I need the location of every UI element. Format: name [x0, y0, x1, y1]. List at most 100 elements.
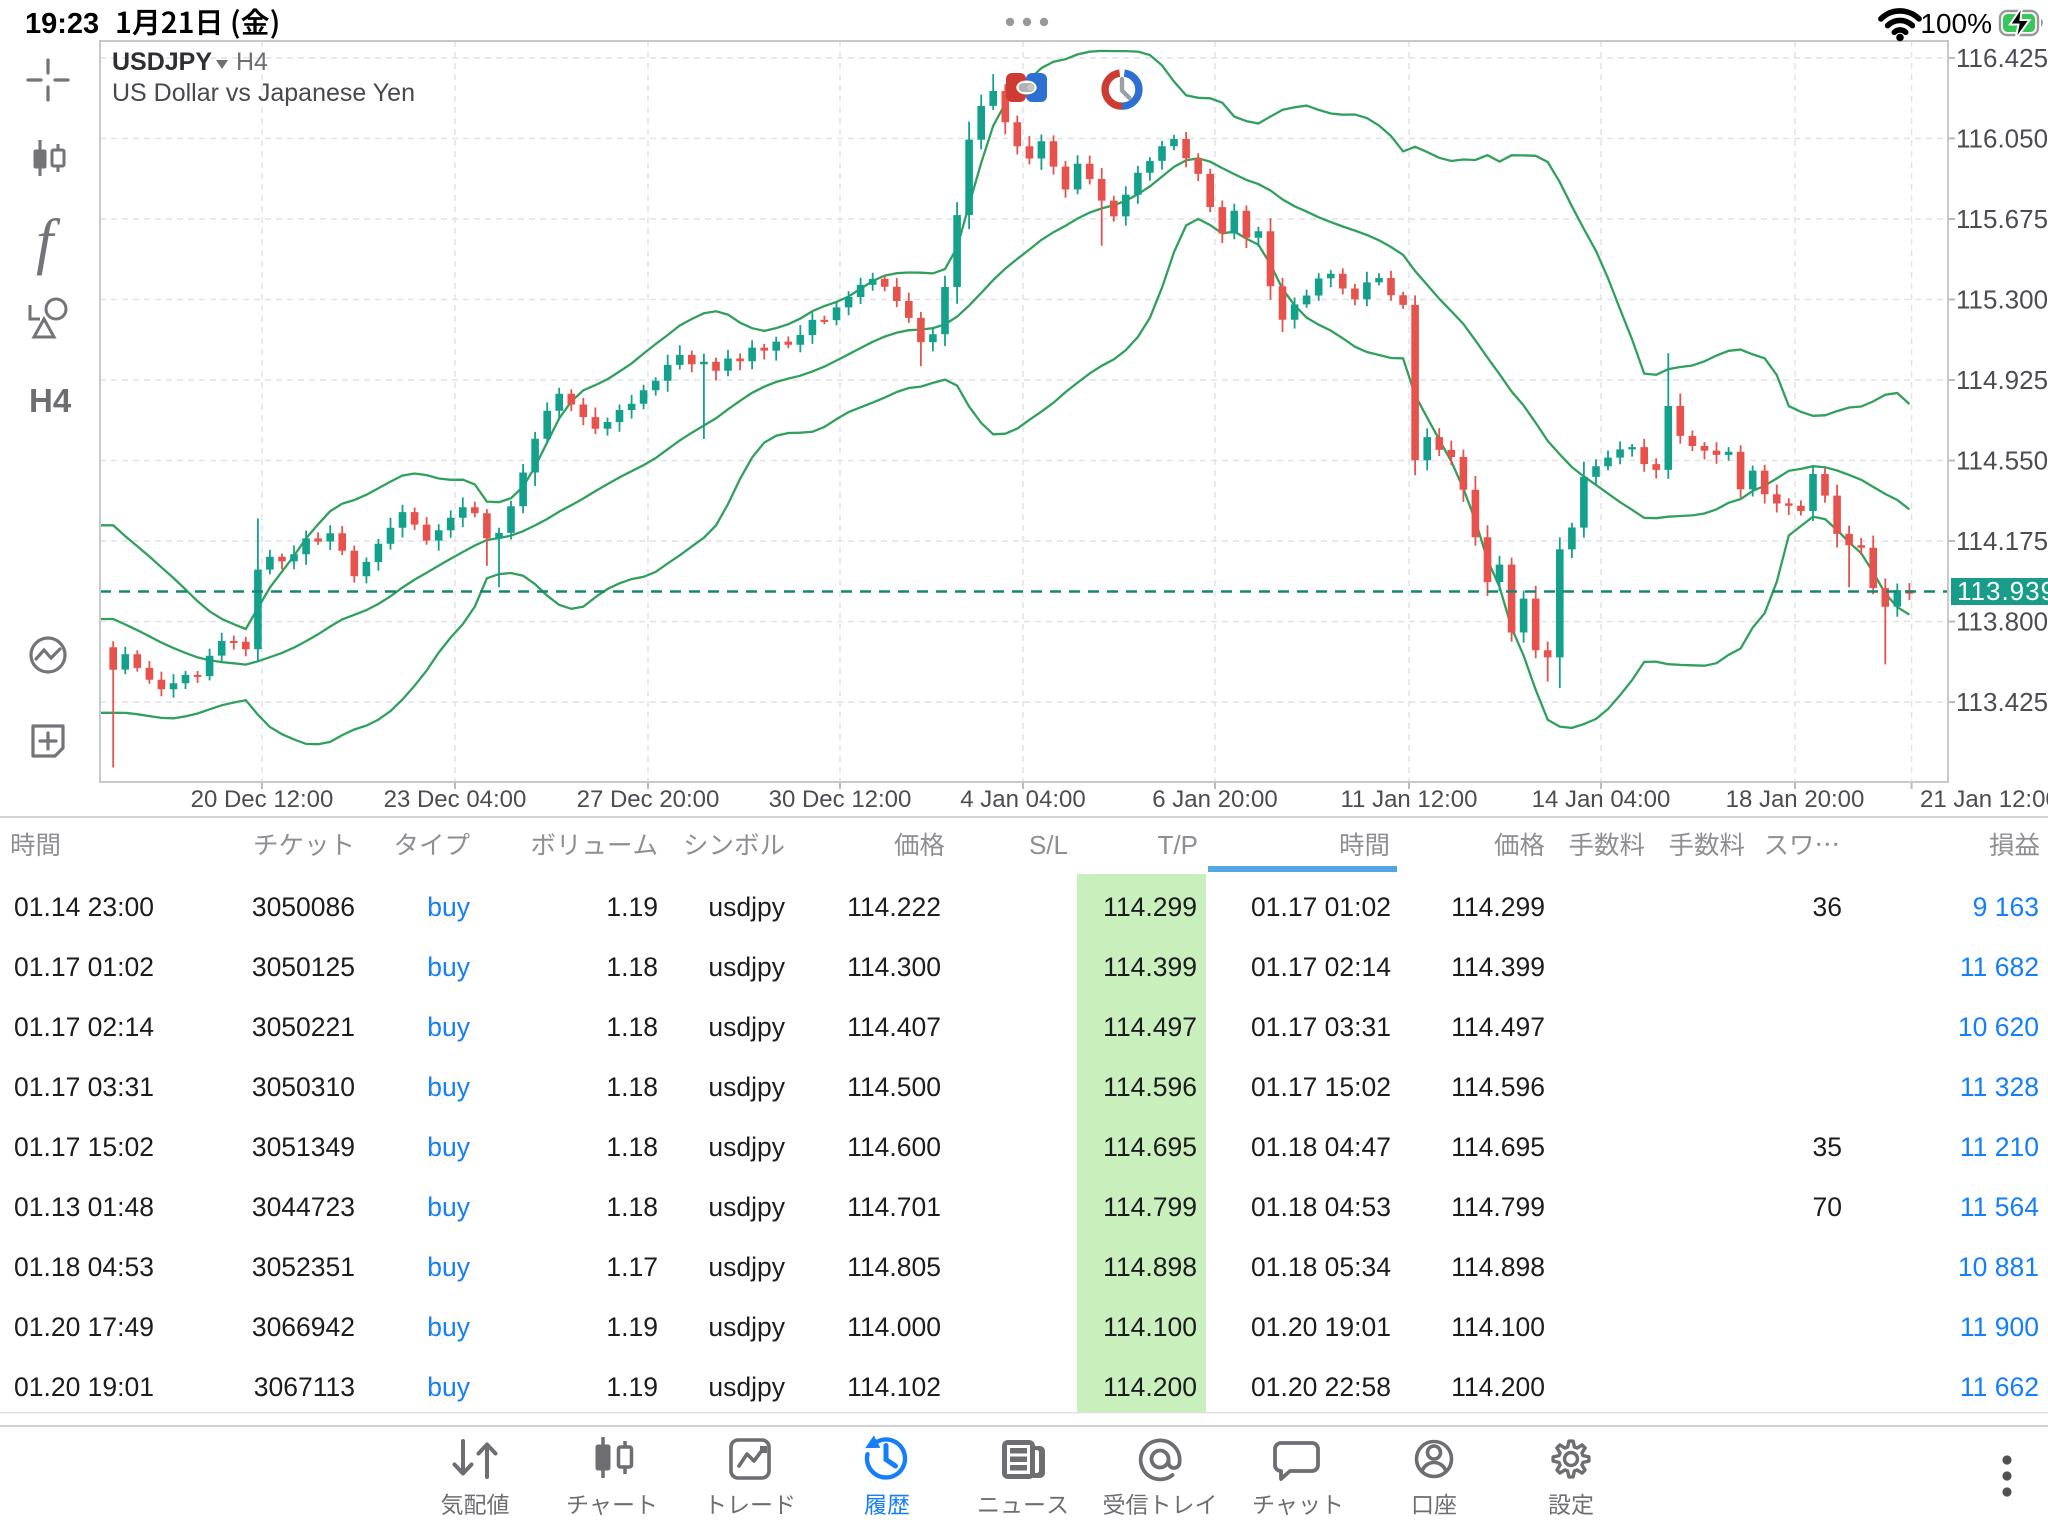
- svg-text:114.596: 114.596: [1103, 1072, 1197, 1102]
- svg-text:buy: buy: [427, 1372, 470, 1402]
- svg-text:114.497: 114.497: [1451, 1012, 1545, 1042]
- svg-text:114.100: 114.100: [1103, 1312, 1197, 1342]
- svg-text:21 Jan 12:00: 21 Jan 12:00: [1920, 786, 2048, 813]
- svg-text:01.13 01:48: 01.13 01:48: [14, 1192, 154, 1222]
- svg-text:01.14 23:00: 01.14 23:00: [14, 892, 154, 922]
- svg-text:3044723: 3044723: [252, 1192, 355, 1222]
- svg-text:27 Dec 20:00: 27 Dec 20:00: [577, 786, 720, 813]
- svg-text:114.898: 114.898: [1103, 1252, 1197, 1282]
- svg-text:114.200: 114.200: [1451, 1372, 1545, 1402]
- svg-text:23 Dec 04:00: 23 Dec 04:00: [384, 786, 527, 813]
- svg-text:114.175: 114.175: [1956, 526, 2048, 556]
- svg-text:H4: H4: [29, 382, 72, 419]
- svg-text:11 328: 11 328: [1960, 1072, 2039, 1102]
- svg-text:10 881: 10 881: [1958, 1252, 2039, 1282]
- svg-text:buy: buy: [427, 1252, 470, 1282]
- svg-text:1.18: 1.18: [606, 1072, 658, 1102]
- svg-text:19:23: 19:23: [25, 8, 99, 40]
- svg-text:1.17: 1.17: [606, 1252, 658, 1282]
- svg-text:11 900: 11 900: [1960, 1312, 2039, 1342]
- svg-text:01.18 04:53: 01.18 04:53: [14, 1252, 154, 1282]
- svg-text:buy: buy: [427, 1312, 470, 1342]
- svg-text:3066942: 3066942: [252, 1312, 355, 1342]
- svg-text:100%: 100%: [1920, 8, 1992, 39]
- svg-text:buy: buy: [427, 1072, 470, 1102]
- svg-text:1.19: 1.19: [606, 1372, 658, 1402]
- svg-text:3050310: 3050310: [252, 1072, 355, 1102]
- svg-text:114.299: 114.299: [1451, 892, 1545, 922]
- svg-text:11 682: 11 682: [1960, 952, 2039, 982]
- svg-text:01.17 01:02: 01.17 01:02: [14, 952, 154, 982]
- svg-text:114.695: 114.695: [1451, 1132, 1545, 1162]
- svg-text:USDJPY: USDJPY: [112, 48, 212, 76]
- svg-text:01.20 19:01: 01.20 19:01: [1251, 1312, 1391, 1342]
- svg-text:3050086: 3050086: [252, 892, 355, 922]
- svg-text:114.300: 114.300: [847, 952, 941, 982]
- svg-text:35: 35: [1813, 1132, 1842, 1162]
- svg-text:70: 70: [1813, 1192, 1842, 1222]
- svg-text:US Dollar vs Japanese Yen: US Dollar vs Japanese Yen: [112, 79, 415, 107]
- svg-text:3051349: 3051349: [252, 1132, 355, 1162]
- svg-text:11 Jan 12:00: 11 Jan 12:00: [1340, 786, 1477, 813]
- svg-text:30 Dec 12:00: 30 Dec 12:00: [769, 786, 912, 813]
- svg-text:1.18: 1.18: [606, 1192, 658, 1222]
- svg-text:buy: buy: [427, 1192, 470, 1222]
- svg-text:3052351: 3052351: [252, 1252, 355, 1282]
- svg-text:114.701: 114.701: [847, 1192, 941, 1222]
- svg-text:11 662: 11 662: [1960, 1372, 2039, 1402]
- svg-text:usdjpy: usdjpy: [708, 1372, 785, 1402]
- svg-text:3050125: 3050125: [252, 952, 355, 982]
- svg-text:114.596: 114.596: [1451, 1072, 1545, 1102]
- svg-text:11 210: 11 210: [1960, 1132, 2039, 1162]
- svg-text:114.805: 114.805: [847, 1252, 941, 1282]
- svg-text:114.799: 114.799: [1451, 1192, 1545, 1222]
- svg-text:usdjpy: usdjpy: [708, 1252, 785, 1282]
- svg-text:114.695: 114.695: [1103, 1132, 1197, 1162]
- svg-text:01.20 22:58: 01.20 22:58: [1251, 1372, 1391, 1402]
- svg-text:114.550: 114.550: [1956, 446, 2048, 476]
- svg-text:116.425: 116.425: [1956, 43, 2048, 73]
- svg-text:01.18 05:34: 01.18 05:34: [1251, 1252, 1391, 1282]
- svg-text:1.18: 1.18: [606, 1012, 658, 1042]
- svg-text:usdjpy: usdjpy: [708, 952, 785, 982]
- svg-text:3067113: 3067113: [254, 1372, 355, 1402]
- svg-text:usdjpy: usdjpy: [708, 1312, 785, 1342]
- svg-text:113.425: 113.425: [1956, 687, 2048, 717]
- svg-text:14 Jan 04:00: 14 Jan 04:00: [1532, 786, 1671, 813]
- svg-text:H4: H4: [236, 48, 268, 76]
- svg-text:01.18 04:47: 01.18 04:47: [1251, 1132, 1391, 1162]
- svg-text:1.19: 1.19: [606, 1312, 658, 1342]
- svg-text:01.20 17:49: 01.20 17:49: [14, 1312, 154, 1342]
- svg-text:114.299: 114.299: [1103, 892, 1197, 922]
- svg-text:usdjpy: usdjpy: [708, 1072, 785, 1102]
- svg-text:10 620: 10 620: [1958, 1012, 2039, 1042]
- svg-text:114.399: 114.399: [1103, 952, 1197, 982]
- svg-text:114.600: 114.600: [847, 1132, 941, 1162]
- svg-text:114.497: 114.497: [1103, 1012, 1197, 1042]
- svg-text:114.102: 114.102: [847, 1372, 941, 1402]
- svg-text:T/P: T/P: [1158, 830, 1198, 860]
- svg-text:01.17 03:31: 01.17 03:31: [14, 1072, 154, 1102]
- svg-text:114.407: 114.407: [847, 1012, 941, 1042]
- svg-text:113.800: 113.800: [1956, 607, 2048, 637]
- svg-text:114.000: 114.000: [847, 1312, 941, 1342]
- svg-text:usdjpy: usdjpy: [708, 892, 785, 922]
- svg-text:18 Jan 20:00: 18 Jan 20:00: [1726, 786, 1865, 813]
- svg-text:4 Jan 04:00: 4 Jan 04:00: [960, 786, 1085, 813]
- svg-text:6 Jan 20:00: 6 Jan 20:00: [1152, 786, 1277, 813]
- svg-text:115.300: 115.300: [1956, 285, 2048, 315]
- svg-text:01.17 15:02: 01.17 15:02: [1251, 1072, 1391, 1102]
- svg-text:01.20 19:01: 01.20 19:01: [14, 1372, 154, 1402]
- svg-text:1.18: 1.18: [606, 1132, 658, 1162]
- svg-text:114.399: 114.399: [1451, 952, 1545, 982]
- svg-text:buy: buy: [427, 1132, 470, 1162]
- svg-text:01.17 03:31: 01.17 03:31: [1251, 1012, 1391, 1042]
- svg-text:114.898: 114.898: [1451, 1252, 1545, 1282]
- svg-text:11 564: 11 564: [1960, 1192, 2039, 1222]
- svg-text:buy: buy: [427, 892, 470, 922]
- svg-text:114.222: 114.222: [847, 892, 941, 922]
- svg-text:20 Dec 12:00: 20 Dec 12:00: [191, 786, 334, 813]
- svg-text:116.050: 116.050: [1956, 124, 2048, 154]
- svg-text:usdjpy: usdjpy: [708, 1132, 785, 1162]
- svg-text:114.925: 114.925: [1956, 365, 2048, 395]
